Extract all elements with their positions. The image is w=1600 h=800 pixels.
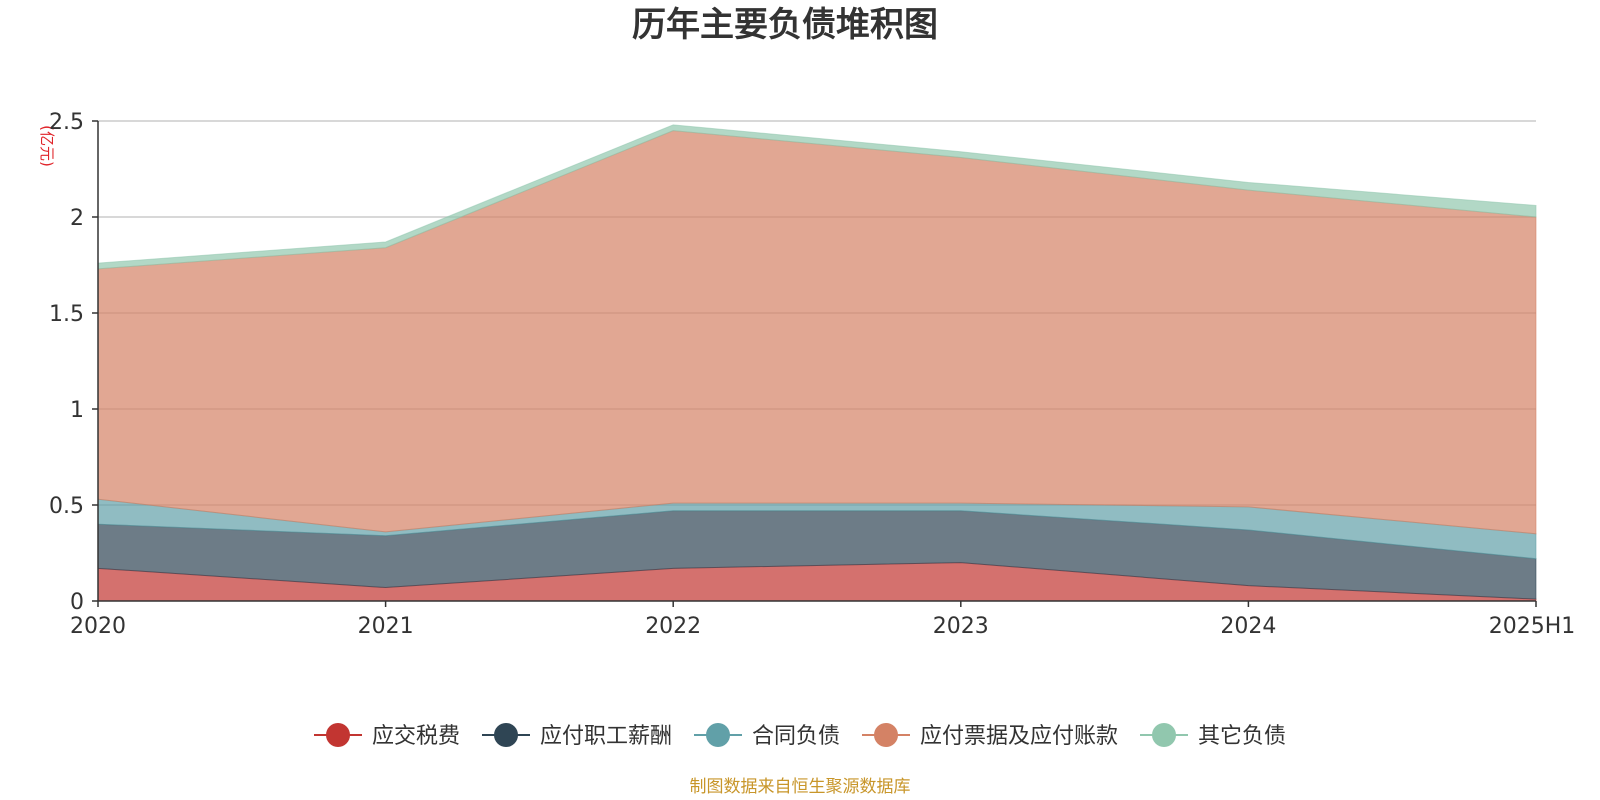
legend-label: 合同负债	[752, 724, 840, 749]
area-series-5	[97, 124, 1537, 270]
legend-item-3[interactable]: 合同负债	[693, 723, 840, 749]
legend-item-5[interactable]: 其它负债	[1140, 723, 1286, 749]
legend-item-1[interactable]: 应交税费	[313, 723, 460, 749]
axes: 0 0.5 1 1.5 2 2.5 2020 2021 2022 2023 2024 2025H1	[49, 110, 1575, 639]
x-tick-label: 2020	[70, 614, 126, 639]
area-series	[97, 124, 1537, 602]
x-tick-label: 2025H1	[1489, 614, 1576, 639]
legend-circle-marker	[1152, 723, 1177, 747]
y-tick-label: 1	[70, 398, 84, 423]
legend-circle-marker	[493, 723, 518, 747]
y-tick-label: 2	[70, 206, 84, 231]
x-tick-label: 2022	[645, 614, 701, 639]
legend[interactable]: 应交税费 应付职工薪酬 合同负债 应付票据及应付账款 其它负债	[313, 723, 1286, 749]
legend-circle-marker	[705, 723, 730, 747]
x-tick-label: 2023	[933, 614, 989, 639]
legend-circle-marker	[325, 723, 350, 747]
legend-label: 应交税费	[372, 724, 460, 749]
y-tick-label: 1.5	[49, 302, 84, 327]
y-tick-label: 2.5	[49, 110, 84, 135]
x-tick-label: 2021	[358, 614, 414, 639]
y-tick-label: 0	[70, 590, 84, 615]
legend-item-4[interactable]: 应付票据及应付账款	[862, 723, 1118, 749]
legend-label: 其它负债	[1198, 724, 1286, 749]
y-tick-label: 0.5	[49, 494, 84, 519]
legend-label: 应付职工薪酬	[540, 724, 672, 749]
y-axis-unit-label: (亿元)	[38, 125, 56, 167]
legend-circle-marker	[874, 723, 899, 747]
legend-item-2[interactable]: 应付职工薪酬	[481, 723, 672, 749]
data-source-note: 制图数据来自恒生聚源数据库	[690, 777, 911, 797]
legend-label: 应付票据及应付账款	[920, 724, 1118, 749]
chart-title: 历年主要负债堆积图	[632, 5, 938, 45]
x-tick-label: 2024	[1220, 614, 1276, 639]
